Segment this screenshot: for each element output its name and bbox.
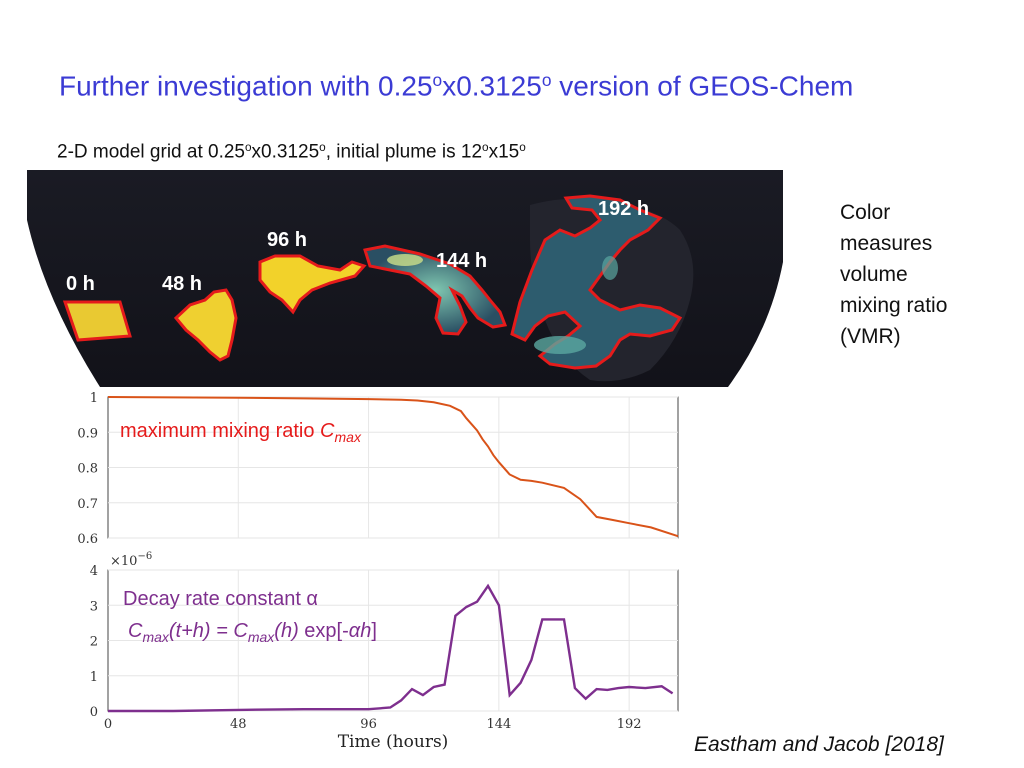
cmax-annotation: maximum mixing ratio Cmax bbox=[120, 420, 362, 445]
title-text-2: x0.3125 bbox=[442, 70, 542, 102]
plume-map: 0 h 48 h 96 h 144 h 192 h bbox=[27, 170, 783, 387]
y-tick-label: 4 bbox=[90, 564, 98, 579]
subtitle-text-1: 2-D model grid at 0.25 bbox=[57, 141, 245, 163]
y-tick-labels: 1 0.9 0.8 0.7 0.6 bbox=[77, 391, 98, 547]
title-degree-1: o bbox=[432, 70, 443, 90]
y-tick-label: 1 bbox=[90, 670, 98, 685]
note-line: volume bbox=[840, 263, 908, 286]
plume-highlight bbox=[387, 254, 423, 266]
x-tick-label: 144 bbox=[486, 717, 511, 732]
y-tick-label: 0.6 bbox=[77, 532, 98, 547]
decay-annotation-line1: Decay rate constant α bbox=[123, 588, 318, 610]
plume-highlight bbox=[534, 336, 586, 354]
max-mixing-ratio-chart: 1 0.9 0.8 0.7 0.6 maximum mixing ratio Cmax bbox=[77, 391, 679, 547]
map-label-144h: 144 h bbox=[436, 250, 487, 272]
y-tick-label: 1 bbox=[90, 391, 98, 406]
note-line: Color bbox=[840, 201, 891, 224]
x-axis-label: Time (hours) bbox=[338, 732, 449, 752]
title-text-3: version of GEOS-Chem bbox=[551, 70, 854, 102]
y-tick-label: 0.7 bbox=[77, 497, 98, 512]
title-degree-2: o bbox=[541, 70, 552, 90]
plume-192h bbox=[510, 194, 683, 370]
y-tick-labels: 4 3 2 1 0 bbox=[90, 564, 98, 720]
citation: Eastham and Jacob [2018] bbox=[694, 733, 944, 756]
subtitle-degree-1: o bbox=[245, 141, 252, 154]
y-scale-factor: ×10−6 bbox=[110, 551, 152, 569]
color-legend-note: Color measures volume mixing ratio (VMR) bbox=[840, 197, 947, 352]
subtitle-degree-4: o bbox=[519, 141, 526, 154]
map-label-192h: 192 h bbox=[598, 198, 649, 220]
x-tick-label: 0 bbox=[104, 717, 112, 732]
cmax-series-line bbox=[107, 396, 679, 538]
x-tick-labels: 0 48 96 144 192 bbox=[104, 717, 642, 732]
x-tick-label: 48 bbox=[230, 717, 247, 732]
subtitle-text-4: x15 bbox=[488, 141, 520, 163]
note-line: (VMR) bbox=[840, 325, 901, 348]
subtitle-text-3: , initial plume is 12 bbox=[325, 141, 483, 163]
map-label-96h: 96 h bbox=[267, 229, 307, 251]
subtitle-text-2: x0.3125 bbox=[251, 141, 320, 163]
y-tick-label: 0 bbox=[90, 705, 98, 720]
y-tick-label: 0.8 bbox=[77, 462, 98, 477]
y-tick-label: 0.9 bbox=[77, 426, 98, 441]
plume-144h bbox=[363, 244, 508, 336]
slide-title: Further investigation with 0.25ox0.3125o… bbox=[59, 70, 853, 103]
note-line: mixing ratio bbox=[840, 294, 948, 317]
subtitle-degree-3: o bbox=[482, 141, 489, 154]
plume-0h bbox=[62, 300, 132, 342]
x-tick-label: 192 bbox=[617, 717, 642, 732]
plume-highlight bbox=[602, 256, 618, 280]
map-label-0h: 0 h bbox=[66, 273, 95, 295]
plume-48h bbox=[173, 288, 238, 362]
decay-annotation-line2: Cmax(t+h) = Cmax(h) exp[-αh] bbox=[128, 620, 377, 645]
grid-description: 2-D model grid at 0.25ox0.3125o, initial… bbox=[57, 141, 526, 163]
plume-96h bbox=[258, 254, 367, 315]
subtitle-degree-2: o bbox=[319, 141, 326, 154]
y-tick-label: 2 bbox=[90, 635, 98, 650]
alpha-series-line bbox=[108, 583, 674, 713]
note-line: measures bbox=[840, 232, 933, 255]
title-text-1: Further investigation with 0.25 bbox=[59, 70, 433, 102]
map-label-48h: 48 h bbox=[162, 273, 202, 295]
x-tick-label: 96 bbox=[360, 717, 377, 732]
y-tick-label: 3 bbox=[90, 599, 98, 614]
